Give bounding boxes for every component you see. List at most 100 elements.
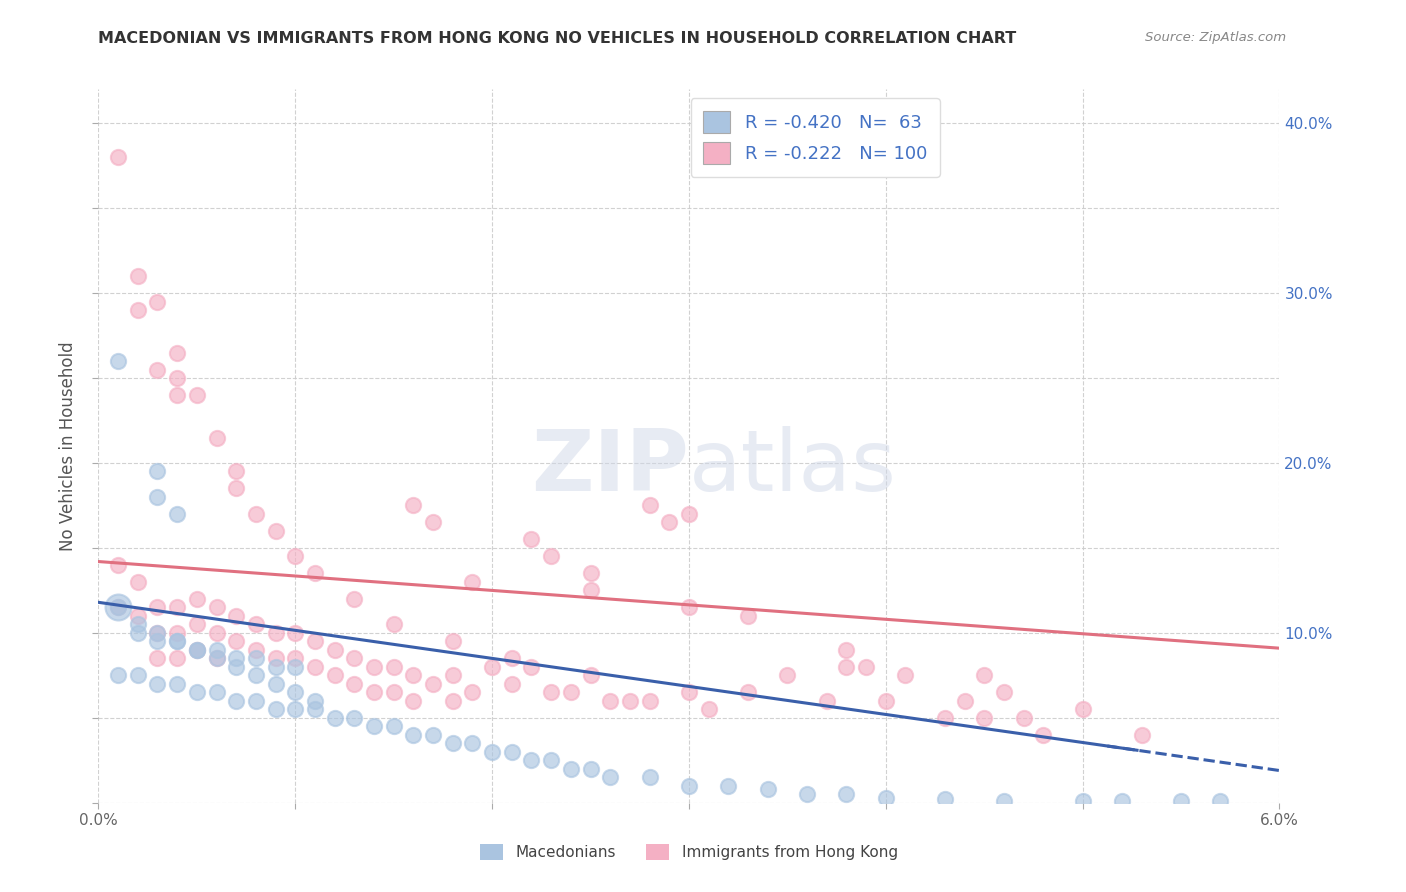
Point xyxy=(166,634,188,648)
Point xyxy=(796,787,818,801)
Point xyxy=(284,651,307,665)
Point xyxy=(166,600,188,615)
Point xyxy=(1111,794,1133,808)
Point xyxy=(146,294,169,309)
Point xyxy=(146,626,169,640)
Point xyxy=(835,660,858,674)
Point xyxy=(973,711,995,725)
Point xyxy=(520,660,543,674)
Point xyxy=(953,694,976,708)
Point xyxy=(658,516,681,530)
Point xyxy=(461,736,484,750)
Point xyxy=(973,668,995,682)
Point xyxy=(146,626,169,640)
Point xyxy=(756,782,779,797)
Point xyxy=(501,651,523,665)
Point xyxy=(934,792,956,806)
Point xyxy=(225,634,247,648)
Point xyxy=(284,549,307,564)
Y-axis label: No Vehicles in Household: No Vehicles in Household xyxy=(59,341,77,551)
Point xyxy=(245,507,267,521)
Point xyxy=(107,558,129,572)
Point xyxy=(107,668,129,682)
Text: ZIP: ZIP xyxy=(531,425,689,509)
Point xyxy=(382,617,405,632)
Point xyxy=(835,643,858,657)
Point xyxy=(422,516,444,530)
Point xyxy=(205,643,228,657)
Point xyxy=(107,354,129,368)
Point xyxy=(481,660,503,674)
Point xyxy=(579,762,602,776)
Point xyxy=(501,745,523,759)
Point xyxy=(678,779,700,793)
Point xyxy=(304,694,326,708)
Point xyxy=(520,753,543,767)
Point xyxy=(402,694,425,708)
Text: MACEDONIAN VS IMMIGRANTS FROM HONG KONG NO VEHICLES IN HOUSEHOLD CORRELATION CHA: MACEDONIAN VS IMMIGRANTS FROM HONG KONG … xyxy=(98,31,1017,46)
Point xyxy=(146,677,169,691)
Point xyxy=(540,753,562,767)
Point xyxy=(441,668,464,682)
Point xyxy=(166,677,188,691)
Point xyxy=(225,694,247,708)
Point xyxy=(166,651,188,665)
Point xyxy=(107,600,129,615)
Point xyxy=(127,668,149,682)
Point xyxy=(461,574,484,589)
Point xyxy=(697,702,720,716)
Point xyxy=(146,362,169,376)
Point xyxy=(638,770,661,784)
Point xyxy=(166,634,188,648)
Point xyxy=(127,269,149,284)
Point xyxy=(166,345,188,359)
Point xyxy=(186,388,208,402)
Point xyxy=(343,651,366,665)
Point xyxy=(422,728,444,742)
Text: Source: ZipAtlas.com: Source: ZipAtlas.com xyxy=(1146,31,1286,45)
Point xyxy=(835,787,858,801)
Point xyxy=(343,711,366,725)
Point xyxy=(186,643,208,657)
Point xyxy=(166,507,188,521)
Point xyxy=(934,711,956,725)
Point xyxy=(205,651,228,665)
Point xyxy=(1130,728,1153,742)
Point xyxy=(146,651,169,665)
Point xyxy=(284,626,307,640)
Point xyxy=(186,685,208,699)
Point xyxy=(579,566,602,581)
Point xyxy=(205,651,228,665)
Point xyxy=(245,651,267,665)
Point xyxy=(441,634,464,648)
Point xyxy=(993,794,1015,808)
Point xyxy=(1071,794,1094,808)
Point xyxy=(304,660,326,674)
Point xyxy=(579,668,602,682)
Point xyxy=(146,465,169,479)
Point xyxy=(678,600,700,615)
Point xyxy=(737,608,759,623)
Point xyxy=(225,651,247,665)
Point xyxy=(638,499,661,513)
Point xyxy=(678,685,700,699)
Point xyxy=(993,685,1015,699)
Point xyxy=(599,694,621,708)
Point xyxy=(127,626,149,640)
Point xyxy=(441,694,464,708)
Point xyxy=(127,574,149,589)
Point xyxy=(225,608,247,623)
Point xyxy=(678,507,700,521)
Point xyxy=(1012,711,1035,725)
Point xyxy=(1071,702,1094,716)
Point xyxy=(264,677,287,691)
Point xyxy=(323,711,346,725)
Point xyxy=(205,430,228,444)
Point xyxy=(245,617,267,632)
Point xyxy=(225,465,247,479)
Text: atlas: atlas xyxy=(689,425,897,509)
Point xyxy=(225,482,247,496)
Point xyxy=(815,694,838,708)
Point xyxy=(343,677,366,691)
Point xyxy=(107,600,129,615)
